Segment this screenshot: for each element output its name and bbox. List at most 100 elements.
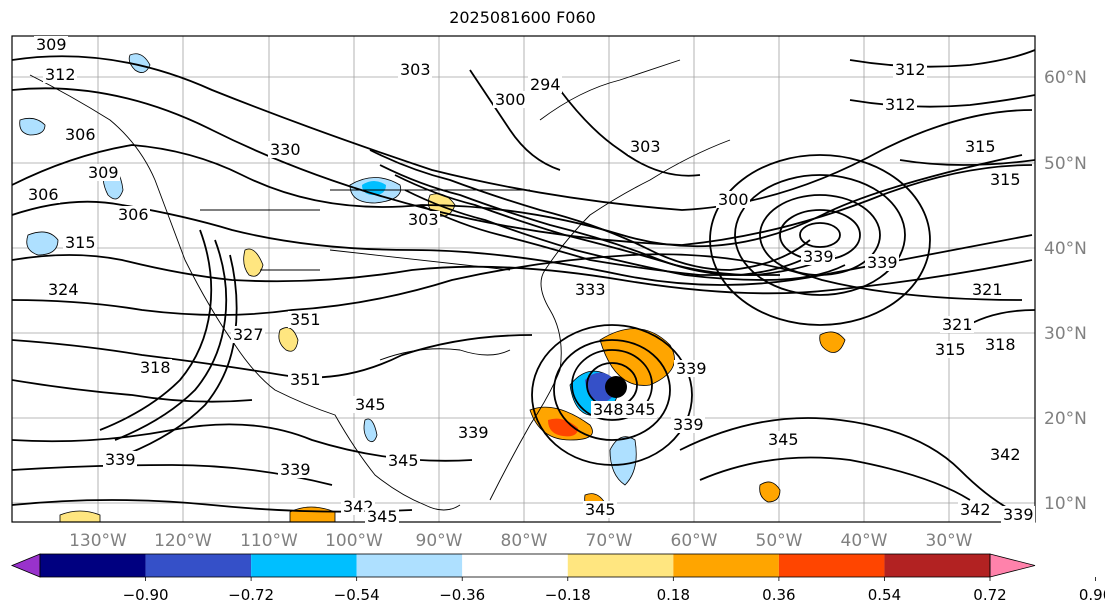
contour-label-bg [766, 431, 800, 448]
latitude-tick-label: 20°N [1044, 409, 1087, 429]
latitude-tick-label: 30°N [1044, 324, 1087, 344]
contour-label-bg [983, 336, 1017, 353]
storm-center-marker [605, 376, 627, 398]
contour-label: 324 [48, 280, 79, 299]
latitude-tick-label: 60°N [1044, 68, 1087, 88]
colorbar-segment [462, 554, 568, 577]
contour-label: 351 [290, 370, 321, 389]
contour-label-bg [43, 66, 77, 83]
contour-label: 303 [630, 137, 661, 156]
shading-orange-patch [819, 331, 846, 353]
colorbar [10, 553, 1096, 581]
colorbar-frame [39, 553, 991, 578]
longitude-tick-label: 40°W [841, 531, 888, 551]
shading-lightblue-patch [609, 436, 637, 486]
longitude-tick-label: 50°W [756, 531, 803, 551]
contour-label: 315 [935, 340, 966, 359]
contour-label-bg [958, 501, 992, 518]
contour-label-bg [623, 401, 657, 418]
contour-label: 345 [367, 507, 398, 526]
contour-label: 345 [585, 500, 616, 519]
colorbar-tick-label: −0.18 [545, 586, 591, 604]
latitude-labels: 60°N 50°N 40°N 30°N 20°N 10°N [1044, 68, 1087, 514]
contour-label-bg [138, 359, 172, 376]
contour-label-bg [988, 446, 1022, 463]
contour-label-bg [671, 416, 705, 433]
contour-label: 327 [233, 325, 264, 344]
height-contours [12, 49, 1035, 521]
contour-label: 312 [45, 65, 76, 84]
contour-label-bg [288, 311, 322, 328]
contour-label: 333 [575, 280, 606, 299]
longitude-tick-label: 100°W [325, 531, 383, 551]
contour-label-bg [865, 254, 899, 271]
longitude-tick-label: 90°W [416, 531, 463, 551]
shading-lightblue-patch [19, 117, 46, 136]
colorbar-extend-min [10, 553, 41, 578]
contour-label-bg [628, 138, 662, 155]
contour-label: 306 [65, 125, 96, 144]
colorbar-extend-max [989, 553, 1036, 578]
contour-label: 339 [676, 359, 707, 378]
contour-label: 339 [673, 415, 704, 434]
colorbar-tick-label: −0.72 [228, 586, 274, 604]
contour-label-bg [674, 360, 708, 377]
colorbar-segment [40, 554, 146, 577]
contour-label: 294 [530, 75, 561, 94]
colorbar-segment [251, 554, 357, 577]
colorbar-segment [145, 554, 252, 577]
longitude-tick-label: 80°W [501, 531, 548, 551]
contour-label: 306 [118, 205, 149, 224]
contour-label: 351 [290, 310, 321, 329]
contour-label-bg [26, 186, 60, 203]
contour-label: 339 [280, 460, 311, 479]
contour-label-bg [353, 396, 387, 413]
latitude-tick-label: 40°N [1044, 239, 1087, 259]
longitude-tick-label: 120°W [154, 531, 212, 551]
contour-label: 306 [28, 185, 59, 204]
contour-label-bg [883, 96, 917, 113]
longitude-tick-label: 70°W [586, 531, 633, 551]
contour-label-bg [591, 401, 625, 418]
longitude-tick-label: 110°W [240, 531, 298, 551]
contour-label: 315 [65, 233, 96, 252]
colorbar-tick-label: 0.36 [762, 586, 795, 604]
contour-label: 345 [355, 395, 386, 414]
contour-label: 312 [885, 95, 916, 114]
colorbar-tick-label: 0.54 [868, 586, 901, 604]
contour-label-bg [268, 141, 302, 158]
contour-label: 321 [942, 315, 973, 334]
shading-orange-patch [759, 481, 781, 503]
contour-label: 309 [36, 35, 67, 54]
contour-label-bg [365, 508, 399, 525]
contour-label-bg [716, 191, 750, 208]
contour-label-bg [288, 371, 322, 388]
contour-label-bg [116, 206, 150, 223]
colorbar-segment [884, 554, 990, 577]
contour-label: 300 [718, 190, 749, 209]
contour-label-bg [456, 424, 490, 441]
contour-label: 303 [400, 60, 431, 79]
colorbar-segment [673, 554, 779, 577]
contour-label: 339 [867, 253, 898, 272]
colorbar-tick-labels: −0.90 −0.72 −0.54 −0.36 −0.18 0.18 0.36 0.54 0.7… [123, 586, 1105, 604]
contour-label-bg [406, 211, 440, 228]
contour-label: 315 [965, 137, 996, 156]
shading-yellow-patch [363, 418, 378, 443]
contour-label-bg [528, 76, 562, 93]
contour-label: 309 [88, 163, 119, 182]
contour-label-bg [970, 281, 1004, 298]
shading-lightblue-patch [26, 231, 59, 256]
map-frame [11, 35, 1036, 523]
colorbar-tick-label: 0.72 [973, 586, 1006, 604]
contour-label-bg [63, 234, 97, 251]
longitude-tick-label: 60°W [671, 531, 718, 551]
contour-label: 342 [960, 500, 991, 519]
contour-label-bg [34, 36, 68, 53]
contour-label: 345 [388, 451, 419, 470]
contour-label-bg [583, 501, 617, 518]
contour-label-bg [801, 248, 835, 265]
contour-label: 300 [495, 90, 526, 109]
